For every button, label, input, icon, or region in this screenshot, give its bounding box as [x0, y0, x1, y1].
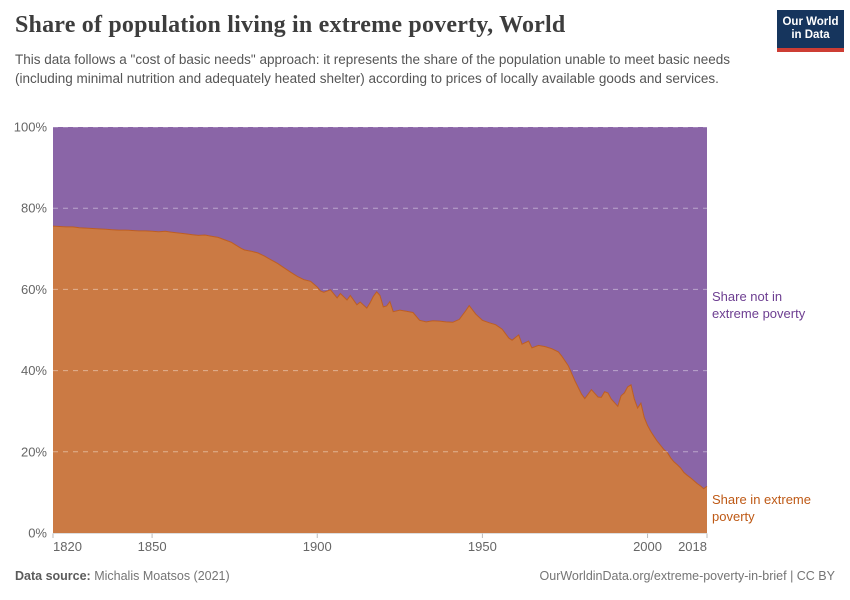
data-source: Data source: Michalis Moatsos (2021) — [15, 569, 230, 583]
series-label-share-in-extreme-poverty: Share in extreme poverty — [712, 492, 811, 524]
y-tick-label-0pct: 0% — [28, 526, 47, 541]
y-tick-label-60pct: 60% — [21, 282, 47, 297]
credit-line: OurWorldinData.org/extreme-poverty-in-br… — [539, 569, 835, 583]
owid-logo-line2: in Data — [791, 29, 830, 41]
x-tick-label-1900: 1900 — [303, 539, 332, 554]
y-tick-label-20pct: 20% — [21, 444, 47, 459]
y-tick-label-40pct: 40% — [21, 363, 47, 378]
y-axis: 0% 20% 40% 60% 80% 100% — [14, 120, 48, 541]
area-boundary-line — [52, 225, 708, 490]
owid-logo: Our World in Data — [777, 10, 844, 52]
series-label-share-not-in-extreme-poverty: Share not in extreme poverty — [712, 289, 806, 321]
chart-subtitle: This data follows a "cost of basic needs… — [15, 52, 731, 86]
x-tick-label-2000: 2000 — [633, 539, 662, 554]
x-tick-label-1820: 1820 — [53, 539, 82, 554]
x-tick-label-1950: 1950 — [468, 539, 497, 554]
y-tick-label-100pct: 100% — [14, 120, 48, 135]
chart-footer: Data source: Michalis Moatsos (2021) Our… — [15, 569, 835, 583]
x-tick-label-1850: 1850 — [138, 539, 167, 554]
stacked-area-chart[interactable]: 1820 1850 1900 1950 2000 2018 0% 20% 40% 60% 80% 1… — [0, 115, 850, 560]
chart-areas[interactable] — [52, 127, 708, 533]
gridlines — [53, 126, 707, 534]
x-tick-label-2018: 2018 — [678, 539, 707, 554]
area-share-not-in-extreme-poverty — [53, 127, 707, 489]
data-source-value: Michalis Moatsos (2021) — [90, 569, 230, 583]
data-source-label: Data source: — [15, 569, 91, 583]
x-axis: 1820 1850 1900 1950 2000 2018 — [52, 533, 708, 554]
y-tick-label-80pct: 80% — [21, 201, 47, 216]
page-title: Share of population living in extreme po… — [15, 12, 566, 38]
owid-logo-line1: Our World — [782, 15, 839, 28]
area-share-in-extreme-poverty — [53, 226, 707, 533]
